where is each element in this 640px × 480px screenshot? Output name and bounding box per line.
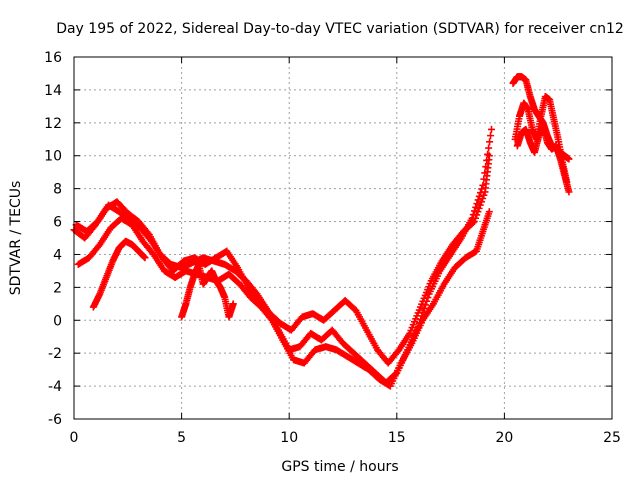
series-track-a <box>70 125 495 387</box>
data-point <box>477 198 485 206</box>
data-point <box>472 203 480 211</box>
plot-frame <box>73 56 613 420</box>
series-track-e <box>178 260 237 321</box>
data-point <box>475 204 483 212</box>
x-tick-label: 25 <box>603 430 621 446</box>
x-tick-label: 0 <box>70 430 79 446</box>
y-tick-label: -6 <box>48 412 62 428</box>
y-tick-label: 16 <box>44 50 62 66</box>
series-track-b <box>72 152 493 367</box>
y-tick-label: 4 <box>53 247 62 263</box>
data-point <box>486 138 494 146</box>
data-point <box>473 200 481 208</box>
series-track-d <box>89 237 149 311</box>
y-tick-label: 12 <box>44 116 62 132</box>
y-tick-label: -2 <box>48 346 62 362</box>
data-points <box>70 73 573 390</box>
chart-title: Day 195 of 2022, Sidereal Day-to-day VTE… <box>56 21 624 37</box>
x-tick-label: 10 <box>280 430 298 446</box>
grid <box>74 57 612 419</box>
y-tick-label: 6 <box>53 215 62 231</box>
data-point <box>141 254 149 262</box>
data-point <box>565 155 573 163</box>
data-point <box>487 132 495 140</box>
data-point <box>229 300 237 308</box>
tick-labels: 0 5 10 15 20 25 -6 -4 -2 0 2 4 6 8 10 12 14 16 <box>44 50 621 446</box>
y-tick-label: 2 <box>53 280 62 296</box>
data-point <box>485 144 493 152</box>
data-point <box>267 315 275 323</box>
series-track-h <box>513 122 573 196</box>
y-axis-label: SDTVAR / TECUs <box>8 181 24 296</box>
data-point <box>474 208 482 216</box>
y-tick-label: 0 <box>53 313 62 329</box>
y-tick-label: 8 <box>53 182 62 198</box>
y-tick-label: 10 <box>44 149 62 165</box>
data-point <box>476 201 484 209</box>
data-point <box>487 125 495 133</box>
data-point <box>479 195 487 203</box>
data-point <box>473 211 481 219</box>
x-tick-label: 5 <box>177 430 186 446</box>
x-axis-label: GPS time / hours <box>281 459 398 475</box>
x-tick-label: 20 <box>495 430 513 446</box>
data-point <box>480 191 488 199</box>
data-point <box>470 218 478 226</box>
data-point <box>469 219 477 227</box>
axis-ticks <box>73 56 613 420</box>
x-tick-label: 15 <box>388 430 406 446</box>
series-track-c <box>74 208 493 390</box>
data-point <box>485 208 493 216</box>
data-point <box>565 188 573 196</box>
data-point <box>471 214 479 222</box>
data-point <box>485 152 493 160</box>
y-tick-label: -4 <box>48 379 62 395</box>
y-tick-label: 14 <box>44 83 62 99</box>
